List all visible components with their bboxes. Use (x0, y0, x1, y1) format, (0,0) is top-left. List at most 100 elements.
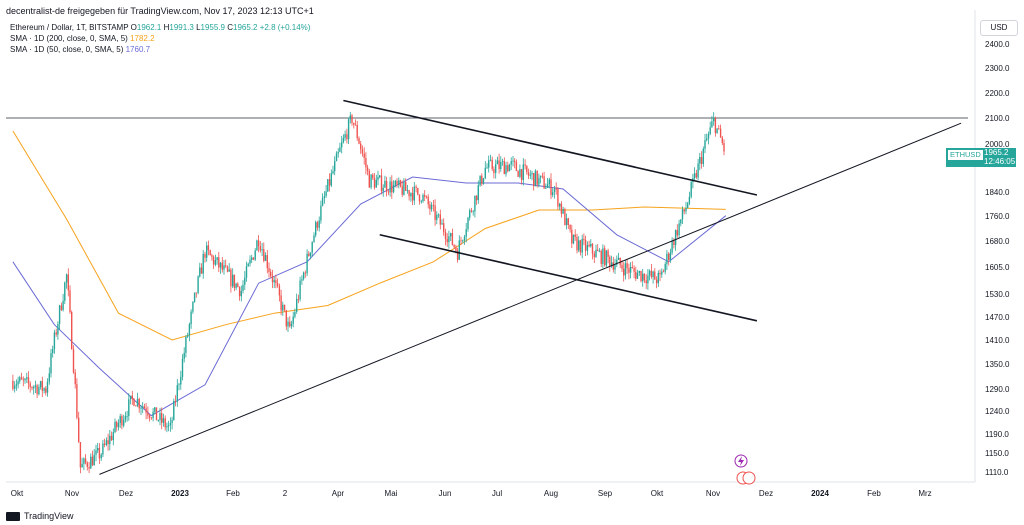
candle-body (668, 253, 670, 260)
candle-body (465, 229, 467, 237)
candle-body (719, 128, 722, 138)
candle-body (188, 324, 191, 336)
attribution-text: decentralist-de freigegeben für TradingV… (6, 6, 314, 16)
legend-sma200-row[interactable]: SMA · 1D (200, close, 0, SMA, 5) 1782.2 (10, 33, 310, 44)
tradingview-footer[interactable]: TradingView (6, 511, 74, 521)
candle-body (199, 267, 201, 277)
candle-body (522, 164, 524, 180)
candle-body (384, 181, 386, 188)
candle-body (704, 140, 706, 149)
candle-body (643, 273, 646, 281)
candle-body (363, 153, 365, 158)
y-tick-label: 2000.0 (985, 140, 1010, 149)
candle-body (283, 304, 286, 311)
candle-body (328, 179, 331, 186)
candle-body (560, 203, 563, 214)
candle-body (501, 161, 504, 162)
candle-body (275, 280, 277, 284)
candle-body (200, 267, 203, 274)
candle-body (533, 173, 535, 187)
candle-body (325, 191, 327, 196)
candle-body (417, 187, 419, 195)
candle-body (458, 240, 460, 260)
candle-body (12, 380, 14, 389)
candle-body (263, 249, 265, 261)
candle-body (53, 332, 56, 349)
candle-body (318, 220, 320, 228)
candle-body (489, 159, 492, 161)
candle-body (453, 244, 455, 247)
candle-body (545, 187, 547, 189)
candle-body (578, 240, 580, 251)
candle-body (463, 236, 466, 241)
y-tick-label: 1530.0 (985, 290, 1010, 299)
candle-body (640, 271, 642, 282)
y-tick-label: 1840.0 (985, 188, 1010, 197)
candle-body (688, 196, 691, 204)
close-label: C (227, 23, 234, 32)
candle-body (678, 223, 680, 236)
candle-body (394, 181, 396, 185)
legend-symbol-row[interactable]: Ethereum / Dollar, 1T, BITSTAMP O1962.1 … (10, 22, 310, 33)
candle-body (635, 271, 637, 279)
candle-body (697, 163, 699, 178)
candle-body (72, 349, 75, 373)
candle-body (366, 167, 369, 171)
candle-body (526, 165, 528, 173)
candle-body (616, 260, 618, 265)
candle-body (27, 377, 30, 384)
candle-body (301, 279, 303, 281)
candle-body (661, 271, 663, 275)
currency-button[interactable]: USD (980, 20, 1018, 36)
candle-body (503, 161, 505, 175)
candle-body (711, 121, 713, 128)
candle-body (166, 426, 168, 428)
event-flag-icon (742, 471, 756, 485)
candle-body (496, 160, 499, 165)
candle-body (546, 184, 549, 188)
candle-body (493, 169, 495, 173)
candle-body (373, 178, 376, 188)
candle-body (206, 245, 208, 258)
candle-body (114, 421, 116, 433)
candle-body (624, 263, 627, 276)
candle-body (282, 304, 284, 311)
candle-body (474, 195, 476, 212)
candle-body (257, 240, 260, 247)
candle-body (183, 352, 185, 359)
candle-body (302, 272, 305, 280)
candle-body (347, 119, 350, 140)
y-tick-label: 1680.0 (985, 237, 1010, 246)
candle-body (126, 416, 128, 417)
candle-body (45, 388, 47, 393)
x-tick-label: 2023 (171, 489, 189, 498)
candle-body (81, 463, 83, 468)
candle-body (422, 195, 424, 202)
y-tick-label: 1290.0 (985, 385, 1010, 394)
candle-body (225, 265, 227, 267)
candle-body (456, 250, 459, 260)
candle-body (214, 260, 217, 265)
candle-body (666, 253, 668, 264)
candle-body (581, 238, 583, 253)
candle-body (674, 230, 677, 246)
candle-body (38, 387, 40, 395)
candle-body (341, 142, 343, 148)
candle-body (152, 411, 154, 419)
candle-body (276, 283, 279, 286)
candle-body (671, 240, 673, 253)
candle-body (204, 253, 206, 258)
candle-body (55, 332, 57, 335)
candle-body (550, 179, 552, 195)
y-tick-label: 1150.0 (985, 449, 1009, 458)
candle-body (358, 138, 360, 144)
legend-sma50-row[interactable]: SMA · 1D (50, close, 0, SMA, 5) 1760.7 (10, 44, 310, 55)
x-tick-label: Feb (226, 489, 240, 498)
candle-body (145, 408, 147, 413)
candle-body (90, 456, 92, 469)
candle-body (116, 421, 118, 428)
candle-body (707, 133, 710, 139)
candle-body (633, 268, 635, 272)
candle-body (565, 218, 568, 226)
